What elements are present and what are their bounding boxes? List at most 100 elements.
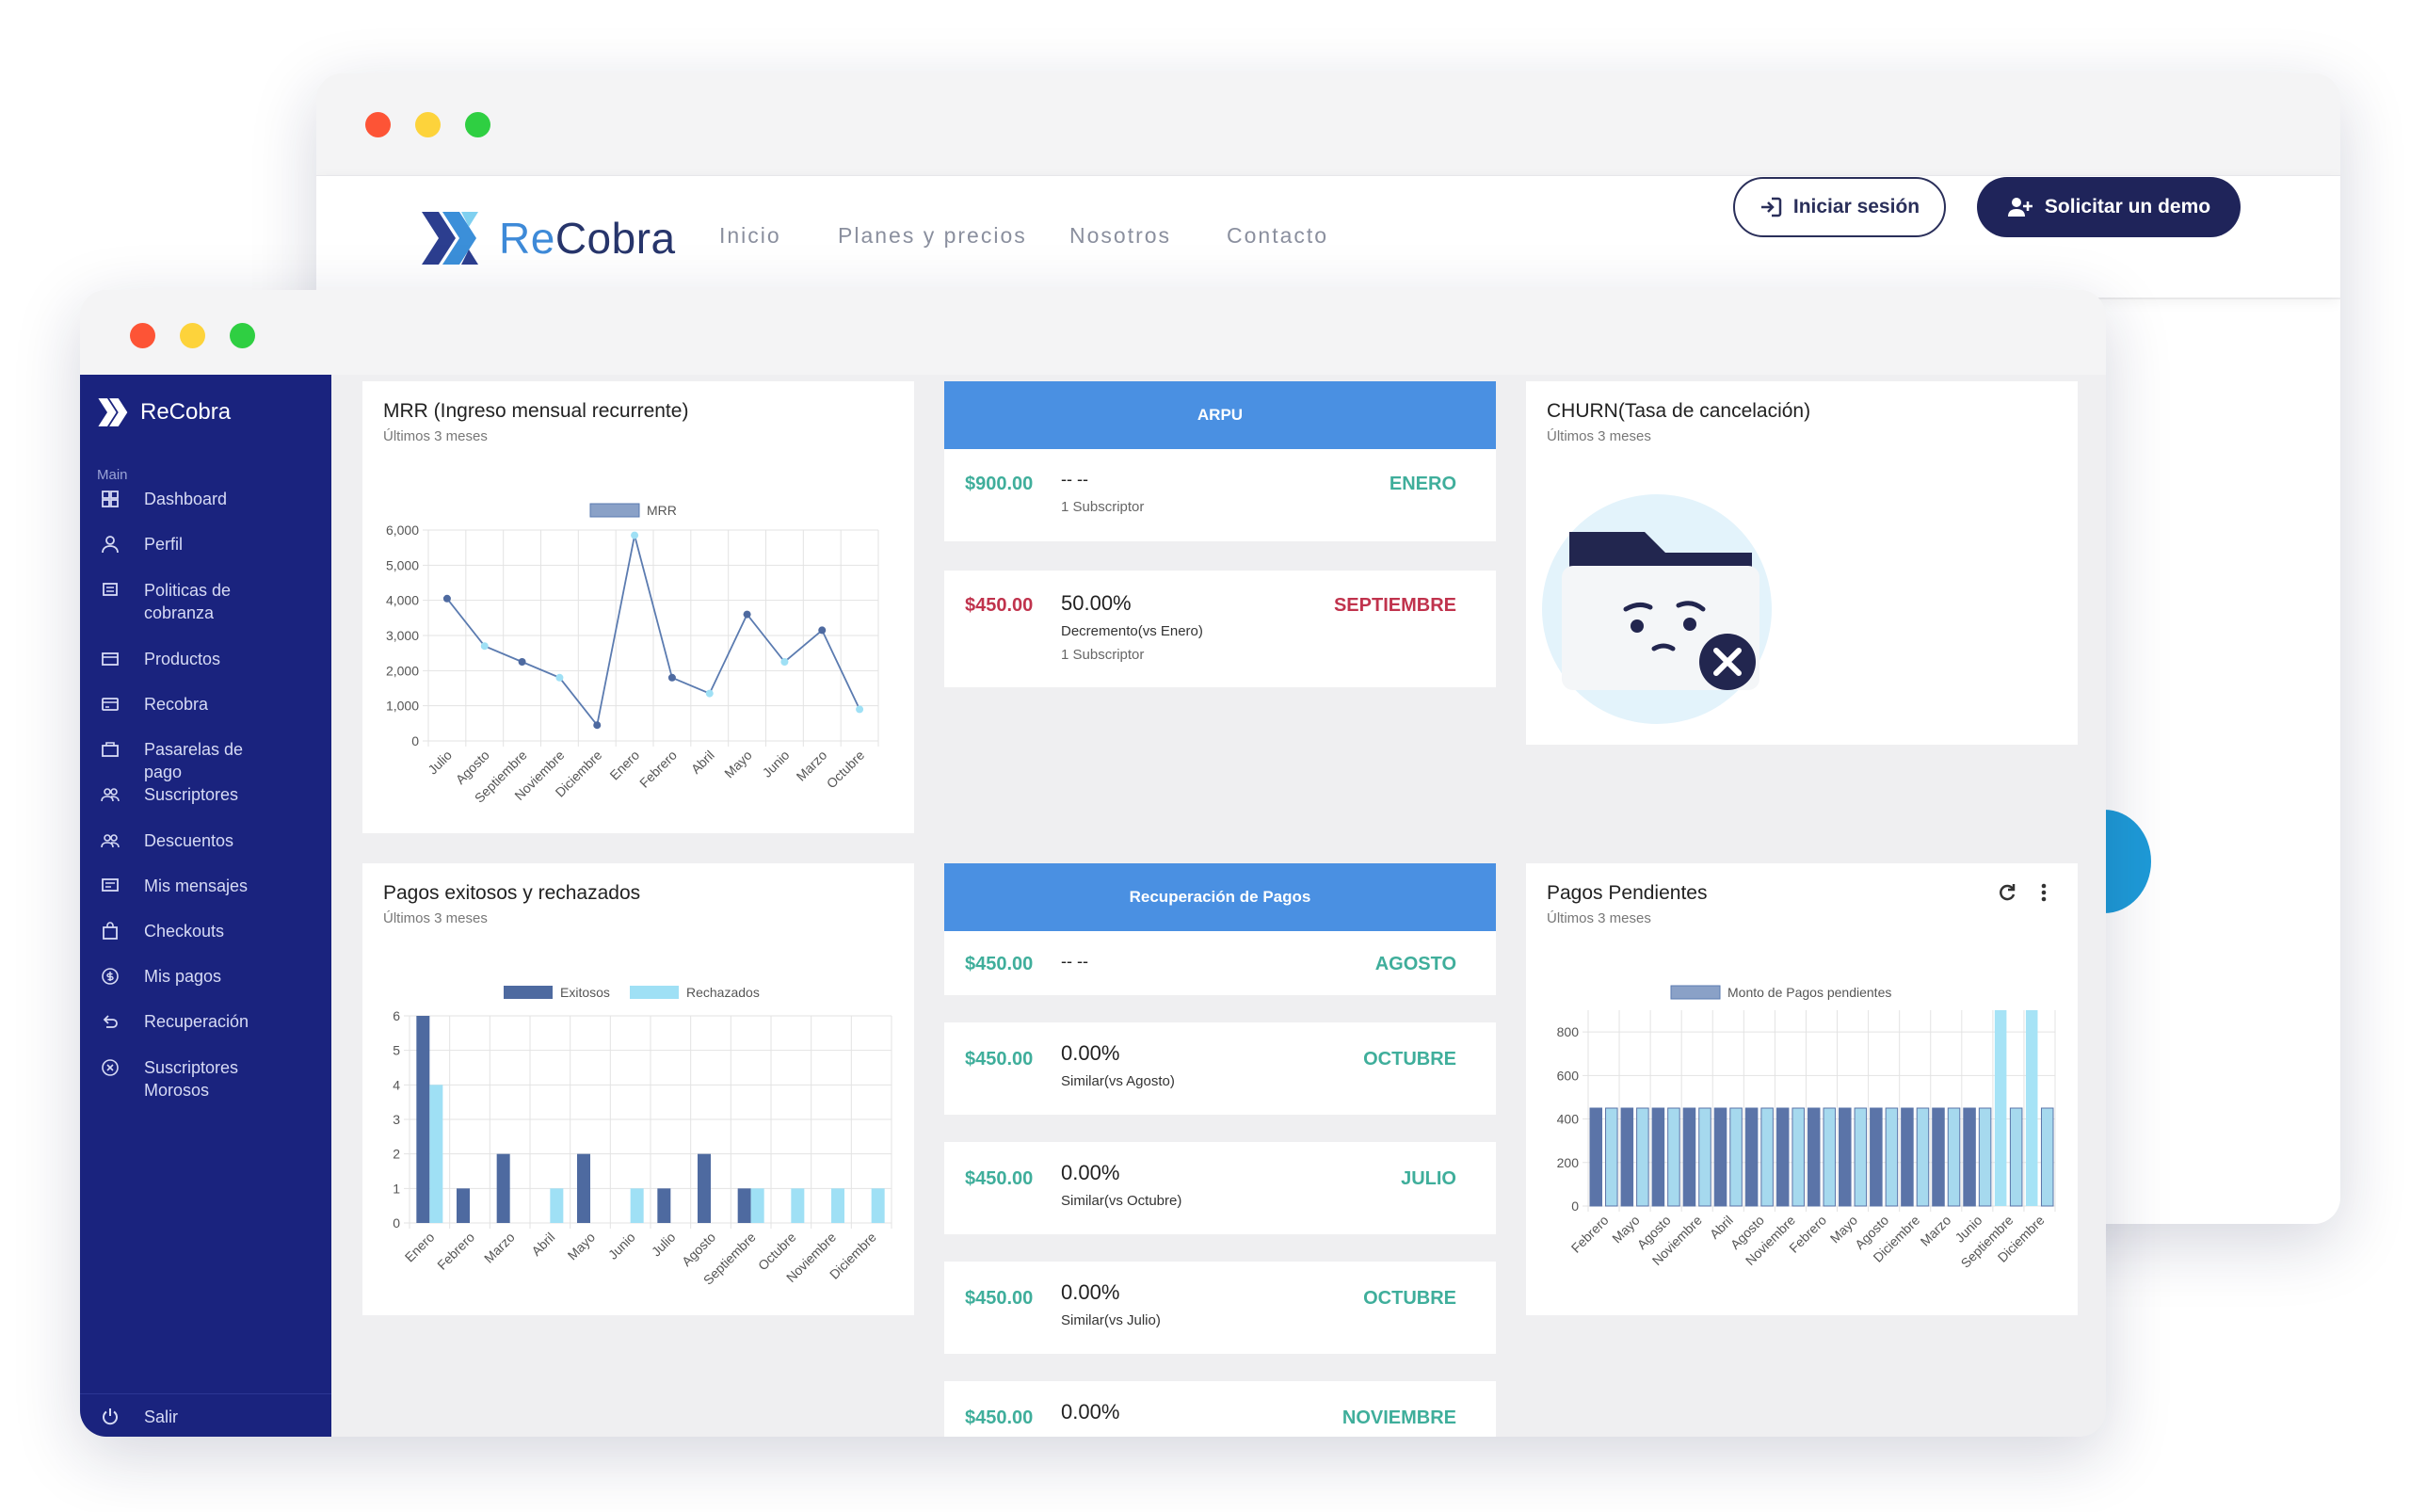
sidebar-item-dashboard[interactable]: Dashboard <box>101 488 227 510</box>
close-dot[interactable] <box>130 323 155 348</box>
x-tick-label: Mayo <box>721 748 755 781</box>
coin-icon <box>102 968 119 985</box>
dashboard-window: ReCobra Main Dashboard Perfil Politicas de… <box>80 290 2106 1437</box>
sidebar-item-checkouts[interactable]: Checkouts <box>101 920 224 942</box>
recobra-logo-icon <box>98 398 128 426</box>
legend-label: Rechazados <box>686 985 760 1000</box>
x-circle-icon <box>102 1059 119 1076</box>
power-icon <box>103 1408 118 1425</box>
nav-nosotros[interactable]: Nosotros <box>1069 223 1172 248</box>
sidebar-footer: Salir <box>80 1393 331 1437</box>
pendiente-bar <box>2009 1107 2023 1207</box>
sidebar-item-recuperación[interactable]: Recuperación <box>101 1010 249 1033</box>
x-tick-label: Febrero <box>434 1230 477 1273</box>
recuperacion-amount: $450.00 <box>965 1407 1034 1428</box>
sidebar-item-label: Mis mensajes <box>144 877 249 895</box>
refresh-icon[interactable] <box>1997 882 2017 903</box>
arpu-row: $450.00 50.00% Decremento(vs Enero) 1 Su… <box>944 571 1496 687</box>
sidebar-item-descuentos[interactable]: Descuentos <box>101 829 233 852</box>
sidebar-item-suscriptores-morosos[interactable]: Suscriptores Morosos <box>101 1056 238 1102</box>
exitosos-bar <box>496 1153 510 1223</box>
y-tick-label: 2,000 <box>386 663 419 678</box>
recuperacion-month: OCTUBRE <box>1363 1049 1456 1070</box>
pendiente-bar <box>1775 1107 1790 1207</box>
mrr-point <box>480 642 489 651</box>
x-tick-label: Enero <box>402 1230 438 1265</box>
exitosos-bar <box>657 1188 671 1223</box>
mrr-point <box>667 673 676 682</box>
pendiente-bar <box>1698 1107 1711 1207</box>
pendiente-bar <box>1589 1107 1603 1207</box>
x-tick-label: Enero <box>606 748 642 783</box>
pendiente-bar <box>1978 1107 1992 1207</box>
minimize-dot[interactable] <box>180 323 205 348</box>
nav-contacto[interactable]: Contacto <box>1227 223 1329 248</box>
arpu-percent: -- -- <box>1061 470 1088 489</box>
pendiente-bar <box>1667 1107 1680 1207</box>
mrr-series-line <box>446 535 860 728</box>
pendiente-bar <box>1605 1107 1618 1207</box>
y-tick-label: 400 <box>1557 1112 1580 1127</box>
pendiente-bar <box>1682 1107 1696 1207</box>
nav-inicio[interactable]: Inicio <box>719 223 781 248</box>
y-tick-label: 800 <box>1557 1024 1580 1039</box>
pendiente-bar <box>1636 1107 1649 1207</box>
sidebar-item-suscriptores[interactable]: Suscriptores <box>101 783 238 806</box>
card-subtitle: Últimos 3 meses <box>1547 428 1651 444</box>
sidebar-brand[interactable]: ReCobra <box>97 397 231 427</box>
legend-swatch <box>589 503 640 518</box>
sidebar-item-politicas-de-cobranza[interactable]: Politicas de cobranza <box>101 579 231 624</box>
recuperacion-amount: $450.00 <box>965 1168 1034 1189</box>
sidebar-item-label: Mis pagos <box>144 967 222 986</box>
pendiente-bar <box>1901 1107 1914 1207</box>
sidebar-item-perfil[interactable]: Perfil <box>101 533 183 555</box>
arpu-amount: $450.00 <box>965 595 1034 616</box>
recuperacion-month: JULIO <box>1401 1168 1456 1189</box>
pendiente-bar <box>1854 1107 1868 1207</box>
demo-button[interactable]: Solicitar un demo <box>1977 177 2241 237</box>
exitosos-bar <box>457 1188 470 1223</box>
recuperacion-description: Similar(vs Agosto) <box>1061 1073 1175 1089</box>
login-button[interactable]: Iniciar sesión <box>1733 177 1946 237</box>
website-logo[interactable]: ReCobra <box>420 208 676 268</box>
users-icon <box>101 834 120 848</box>
sidebar-item-pasarelas-de-pago[interactable]: Pasarelas de pago <box>101 738 243 783</box>
rechazados-bar <box>750 1188 764 1223</box>
recuperacion-row: $450.00 0.00% Similar(vs Julio) OCTUBRE <box>944 1262 1496 1354</box>
y-tick-label: 1 <box>393 1181 400 1196</box>
pendiente-bar <box>1963 1107 1976 1207</box>
login-icon <box>1760 197 1782 217</box>
recuperacion-amount: $450.00 <box>965 1049 1034 1070</box>
x-tick-label: Julio <box>649 1230 679 1260</box>
close-dot[interactable] <box>365 112 391 137</box>
pendiente-bar <box>1744 1107 1759 1207</box>
recuperacion-row: $450.00 0.00% Similar(vs Octubre) JULIO <box>944 1142 1496 1234</box>
pendiente-bar <box>1713 1107 1727 1207</box>
exitosos-bar <box>577 1153 590 1223</box>
maximize-dot[interactable] <box>230 323 255 348</box>
recuperacion-description: Similar(vs Octubre) <box>1061 1193 1182 1209</box>
y-tick-label: 4,000 <box>386 593 419 608</box>
card-title: Pagos exitosos y rechazados <box>383 882 641 904</box>
legend-swatch <box>630 986 679 999</box>
sidebar-item-mis-mensajes[interactable]: Mis mensajes <box>101 875 248 897</box>
sidebar-item-recobra[interactable]: Recobra <box>101 693 208 716</box>
minimize-dot[interactable] <box>415 112 441 137</box>
nav-planes-precios[interactable]: Planes y precios <box>838 223 1027 248</box>
maximize-dot[interactable] <box>465 112 490 137</box>
sidebar-item-productos[interactable]: Productos <box>101 648 220 670</box>
sidebar-item-label: Descuentos <box>144 831 234 850</box>
recuperacion-month: NOVIEMBRE <box>1342 1407 1456 1428</box>
card-title: MRR (Ingreso mensual recurrente) <box>383 400 689 422</box>
user-icon <box>102 536 119 554</box>
exitosos-bar <box>737 1188 751 1223</box>
more-vert-icon[interactable] <box>2039 882 2048 903</box>
y-tick-label: 0 <box>393 1215 400 1231</box>
sidebar-item-mis-pagos[interactable]: Mis pagos <box>101 965 221 988</box>
y-tick-label: 3 <box>393 1112 400 1127</box>
sidebar-item-label: Dashboard <box>144 490 228 508</box>
sidebar-item-label: Recobra <box>144 695 209 714</box>
empty-folder-illustration <box>1542 494 1772 724</box>
sidebar-item-salir[interactable]: Salir <box>101 1406 178 1428</box>
recuperacion-description: Similar(vs Julio) <box>1061 1312 1161 1328</box>
